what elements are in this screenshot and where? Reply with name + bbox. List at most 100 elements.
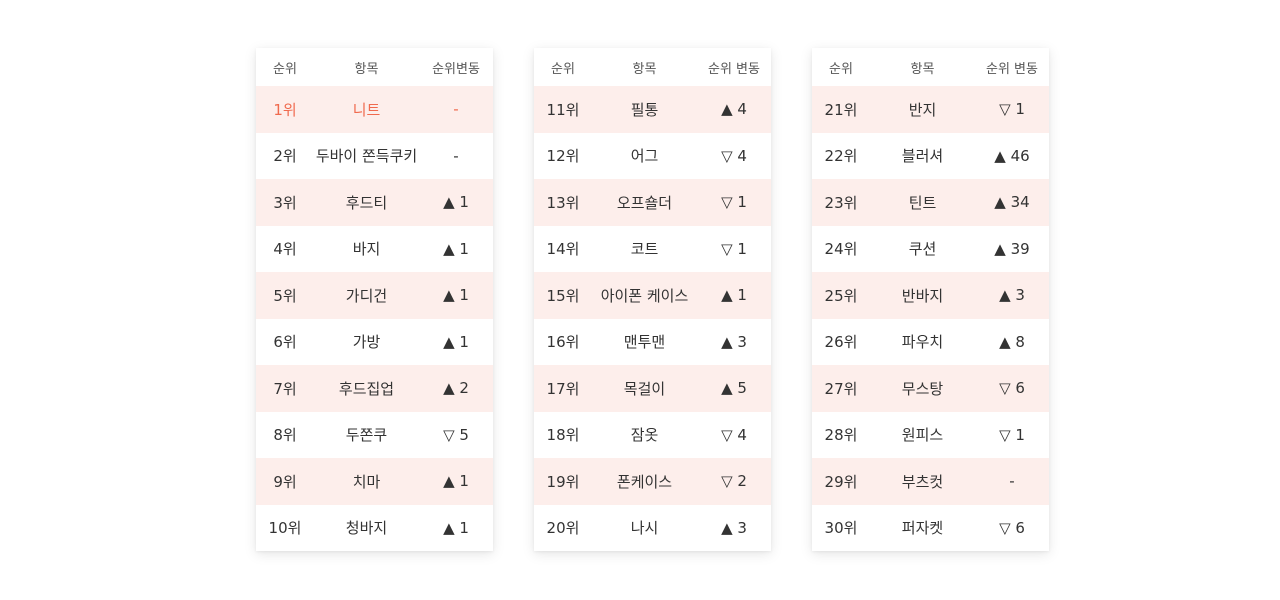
rank-cell: 16위	[546, 333, 580, 352]
header-rank: 순위	[273, 61, 297, 77]
item-cell: 쿠션	[908, 240, 937, 259]
rank-change-cell: -	[1009, 472, 1015, 491]
table-row: 19위 폰케이스 ▽ 2	[534, 458, 771, 505]
rank-change-cell: ▽ 6	[999, 518, 1025, 537]
item-cell: 치마	[352, 472, 381, 491]
item-cell: 틴트	[908, 193, 937, 212]
rank-change-cell: ▲ 2	[443, 379, 469, 398]
rank-cell: 30위	[824, 519, 858, 538]
rank-cell: 12위	[546, 147, 580, 166]
rank-change-cell: ▽ 2	[721, 472, 747, 491]
rank-cell: 14위	[546, 240, 580, 259]
table-row: 24위 쿠션 ▲ 39	[812, 226, 1049, 273]
item-cell: 두바이 쫀득쿠키	[315, 147, 418, 166]
rank-change-cell: ▲ 8	[999, 332, 1025, 351]
table-row: 12위 어그 ▽ 4	[534, 133, 771, 180]
rank-change-cell: ▲ 4	[721, 100, 747, 119]
rank-cell: 21위	[824, 100, 858, 119]
rank-cell: 20위	[546, 519, 580, 538]
rank-cell: 3위	[273, 193, 297, 212]
rank-change-cell: ▲ 3	[999, 286, 1025, 305]
rank-change-cell: ▲ 1	[443, 286, 469, 305]
table-row: 1위 니트 -	[256, 86, 493, 133]
rank-change-cell: ▽ 5	[443, 425, 469, 444]
rank-change-cell: ▽ 1	[999, 425, 1025, 444]
item-cell: 잠옷	[630, 426, 659, 445]
item-cell: 필통	[630, 100, 659, 119]
item-cell: 맨투맨	[623, 333, 666, 352]
item-cell: 부츠컷	[901, 472, 944, 491]
item-cell: 파우치	[901, 333, 944, 352]
rank-change-cell: ▲ 1	[443, 193, 469, 212]
table-row: 6위 가방 ▲ 1	[256, 319, 493, 366]
item-cell: 두쫀쿠	[345, 426, 388, 445]
rank-change-cell: ▲ 1	[721, 286, 747, 305]
rank-cell: 28위	[824, 426, 858, 445]
table-row: 17위 목걸이 ▲ 5	[534, 365, 771, 412]
ranking-panel-11-20: 순위 항목 순위 변동 11위 필통 ▲ 4 12위 어그 ▽ 4 13위 오프…	[534, 48, 771, 551]
rank-cell: 18위	[546, 426, 580, 445]
rank-change-cell: ▽ 1	[721, 193, 747, 212]
table-row: 10위 청바지 ▲ 1	[256, 505, 493, 552]
rank-cell: 25위	[824, 286, 858, 305]
table-row: 16위 맨투맨 ▲ 3	[534, 319, 771, 366]
table-row: 11위 필통 ▲ 4	[534, 86, 771, 133]
header-rank-change: 순위 변동	[986, 61, 1038, 77]
table-row: 22위 블러셔 ▲ 46	[812, 133, 1049, 180]
rank-cell: 1위	[273, 100, 297, 119]
rank-change-cell: ▲ 1	[443, 518, 469, 537]
rank-change-cell: ▲ 3	[721, 518, 747, 537]
rank-change-cell: ▲ 5	[721, 379, 747, 398]
rank-cell: 9위	[273, 472, 297, 491]
ranking-panel-1-10: 순위 항목 순위변동 1위 니트 - 2위 두바이 쫀득쿠키 - 3위 후드티 …	[256, 48, 493, 551]
table-header: 순위 항목 순위변동	[256, 48, 493, 86]
rank-cell: 5위	[273, 286, 297, 305]
header-rank-change: 순위 변동	[708, 61, 760, 77]
item-cell: 후드티	[345, 193, 388, 212]
table-row: 23위 틴트 ▲ 34	[812, 179, 1049, 226]
table-row: 25위 반바지 ▲ 3	[812, 272, 1049, 319]
table-row: 5위 가디건 ▲ 1	[256, 272, 493, 319]
rank-cell: 27위	[824, 379, 858, 398]
item-cell: 청바지	[345, 519, 388, 538]
table-row: 20위 나시 ▲ 3	[534, 505, 771, 552]
rank-cell: 26위	[824, 333, 858, 352]
rank-cell: 10위	[268, 519, 302, 538]
rank-change-cell: ▽ 1	[999, 100, 1025, 119]
header-rank-change: 순위변동	[432, 61, 480, 77]
item-cell: 어그	[630, 147, 659, 166]
item-cell: 원피스	[901, 426, 944, 445]
item-cell: 오프숄더	[616, 193, 673, 212]
rank-change-cell: ▽ 6	[999, 379, 1025, 398]
rank-cell: 4위	[273, 240, 297, 259]
rank-cell: 13위	[546, 193, 580, 212]
rank-change-cell: ▲ 1	[443, 332, 469, 351]
rank-change-cell: ▽ 1	[721, 239, 747, 258]
table-header: 순위 항목 순위 변동	[812, 48, 1049, 86]
table-row: 28위 원피스 ▽ 1	[812, 412, 1049, 459]
item-cell: 나시	[630, 519, 659, 538]
item-cell: 무스탕	[901, 379, 944, 398]
item-cell: 바지	[352, 240, 381, 259]
rank-cell: 23위	[824, 193, 858, 212]
rank-change-cell: -	[453, 146, 459, 165]
item-cell: 반바지	[901, 286, 944, 305]
rank-change-cell: ▽ 4	[721, 425, 747, 444]
item-cell: 아이폰 케이스	[600, 286, 689, 305]
item-cell: 후드집업	[338, 379, 395, 398]
rank-change-cell: ▲ 1	[443, 472, 469, 491]
item-cell: 목걸이	[623, 379, 666, 398]
table-row: 18위 잠옷 ▽ 4	[534, 412, 771, 459]
table-row: 3위 후드티 ▲ 1	[256, 179, 493, 226]
rank-cell: 7위	[273, 379, 297, 398]
table-row: 8위 두쫀쿠 ▽ 5	[256, 412, 493, 459]
rank-cell: 22위	[824, 147, 858, 166]
table-row: 7위 후드집업 ▲ 2	[256, 365, 493, 412]
ranking-panel-21-30: 순위 항목 순위 변동 21위 반지 ▽ 1 22위 블러셔 ▲ 46 23위 …	[812, 48, 1049, 551]
rank-change-cell: ▽ 4	[721, 146, 747, 165]
table-row: 9위 치마 ▲ 1	[256, 458, 493, 505]
rank-cell: 17위	[546, 379, 580, 398]
header-item: 항목	[632, 61, 657, 77]
item-cell: 가방	[352, 333, 381, 352]
